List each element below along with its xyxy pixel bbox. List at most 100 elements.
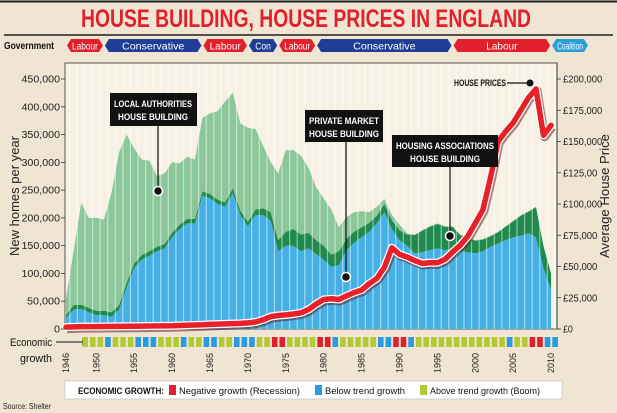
annotation-box xyxy=(110,93,197,126)
left-tick-label: 100,000 xyxy=(22,269,61,280)
right-tick-label: £200,000 xyxy=(563,75,603,86)
growth-square-below xyxy=(143,337,149,347)
legend-swatch-recession xyxy=(169,385,176,395)
right-axis: £0 £25,000 £50,000 £75,000 £100,000 £125,00 £1… xyxy=(557,75,603,336)
left-tick-label: 250,000 xyxy=(22,186,61,197)
growth-square-boom xyxy=(218,337,225,347)
annotation-dot xyxy=(526,79,534,87)
government-period-label: Labour xyxy=(284,42,310,53)
right-tick-label: £50,000 xyxy=(563,262,598,273)
growth-square-below xyxy=(203,337,210,347)
right-tick-label: £75,000 xyxy=(563,231,598,242)
growth-square-boom xyxy=(484,337,490,347)
growth-square-boom xyxy=(347,337,354,347)
government-period-labour: Labour xyxy=(279,39,316,53)
growth-square-boom xyxy=(173,337,179,347)
growth-square-boom xyxy=(522,337,528,347)
government-period-shape xyxy=(279,39,316,52)
year-label: 1975 xyxy=(281,353,292,373)
growth-square-boom xyxy=(476,337,483,347)
left-tick-label: 150,000 xyxy=(22,241,61,252)
growth-square-boom xyxy=(256,337,263,347)
growth-square-boom xyxy=(309,337,316,347)
government-period-labour: Labour xyxy=(67,39,103,53)
left-axis-title: New homes per year xyxy=(7,135,22,256)
left-tick-label: 200,000 xyxy=(22,213,61,224)
growth-square-boom xyxy=(127,337,134,347)
growth-square-boom xyxy=(287,337,293,347)
government-period-shape xyxy=(453,39,551,52)
government-period-label: Labour xyxy=(210,42,242,53)
growth-square-boom xyxy=(461,337,467,347)
left-tick-label: 50,000 xyxy=(27,297,60,308)
government-period-shape xyxy=(317,39,452,52)
government-period-label: Coalition xyxy=(557,42,583,53)
growth-square-boom xyxy=(188,337,195,347)
government-period-shape xyxy=(248,39,278,52)
year-label: 1970 xyxy=(243,353,254,373)
economic-growth-strip xyxy=(82,337,558,347)
chart-title: HOUSE BUILDING, HOUSE PRICES IN ENGLAND xyxy=(81,5,531,33)
year-label: 2005 xyxy=(508,353,519,373)
year-label: 1946 xyxy=(61,353,72,373)
annotation-box xyxy=(305,110,383,142)
legend-label-boom: Above trend growth (Boom) xyxy=(430,386,540,397)
growth-square-boom xyxy=(120,337,126,347)
annotation-box xyxy=(392,135,498,167)
year-label: 1995 xyxy=(432,353,443,373)
growth-square-boom xyxy=(415,337,422,347)
growth-square-recession xyxy=(279,337,286,347)
government-period-label: Conservative xyxy=(122,42,185,53)
annotation-local-authorities: LOCAL AUTHORITIES HOUSE BUILDING xyxy=(110,93,197,197)
annotation-text: HOUSE BUILDING xyxy=(309,129,379,140)
growth-square-below xyxy=(241,337,248,347)
right-tick-label: £125,00 xyxy=(563,168,598,179)
growth-square-boom xyxy=(468,337,475,347)
stacked-areas xyxy=(66,92,552,329)
legend-box xyxy=(64,380,563,400)
left-axis: 0 50,000 100,000 150,000 200,000 250,000 300,0… xyxy=(22,75,65,336)
left-tick-label: 0 xyxy=(54,325,60,336)
growth-square-boom xyxy=(423,337,430,347)
right-tick-label: £100,000 xyxy=(563,200,603,211)
growth-square-boom xyxy=(499,337,505,347)
year-label: 1980 xyxy=(319,353,330,373)
economic-growth-label: growth xyxy=(20,353,52,365)
government-label: Government xyxy=(4,41,55,52)
left-tick-label: 350,000 xyxy=(22,130,61,141)
source-note: Source: Shelter xyxy=(3,402,51,411)
growth-square-below xyxy=(332,337,339,347)
year-label: 1990 xyxy=(395,353,406,373)
annotation-dot xyxy=(152,185,164,197)
growth-square-boom xyxy=(438,337,445,347)
right-tick-label: £0 xyxy=(563,325,573,336)
annotation-dot xyxy=(444,230,456,242)
annotation-housing-associations: HOUSING ASSOCIATIONS HOUSE BUILDING xyxy=(392,135,498,242)
right-axis-title: Average House Price xyxy=(597,134,612,258)
legend-title: ECONOMIC GROWTH: xyxy=(78,386,164,397)
growth-square-below xyxy=(408,337,414,347)
x-axis-labels: 1946 1950 1955 1960 1965 1970 1975 1980 1985 1990… xyxy=(61,353,557,373)
growth-square-recession xyxy=(537,337,543,347)
right-tick-label: £175,000 xyxy=(563,106,603,117)
growth-square-below xyxy=(506,337,513,347)
area-housing-associations-house-building xyxy=(66,188,552,318)
growth-square-recession xyxy=(529,337,536,347)
government-period-label: Con xyxy=(255,42,271,53)
house-price-line xyxy=(62,85,556,334)
annotation-text: HOUSE BUILDING xyxy=(410,154,480,165)
right-tick-label: £150,000 xyxy=(563,137,603,148)
government-period-label: Labour xyxy=(72,42,98,53)
government-period-shape xyxy=(67,39,103,52)
growth-square-recession xyxy=(400,337,407,347)
right-tick-label: £25,000 xyxy=(563,293,598,304)
government-period-labour: Labour xyxy=(453,39,551,53)
growth-square-boom xyxy=(491,337,498,347)
government-period-shape xyxy=(552,39,589,52)
growth-square-boom xyxy=(370,337,376,347)
government-period-shape xyxy=(203,39,247,52)
legend-swatch-boom xyxy=(420,385,427,395)
year-label: 1950 xyxy=(91,353,102,373)
growth-square-boom xyxy=(294,337,301,347)
